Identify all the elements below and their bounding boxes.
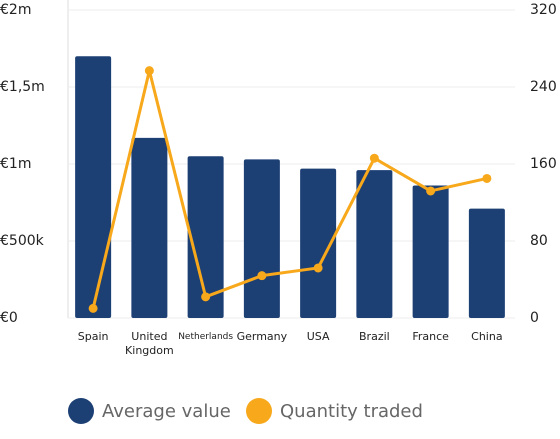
y-tick-label: €2m	[0, 2, 31, 18]
line	[91, 69, 488, 309]
point	[369, 153, 379, 163]
bar	[300, 168, 337, 318]
point	[257, 271, 267, 281]
legend-marker	[246, 398, 272, 424]
point	[313, 263, 323, 273]
legend-item: Quantity traded	[246, 398, 423, 424]
x-tick-label: Netherlands	[178, 332, 234, 342]
y-tick-label: €500k	[0, 233, 45, 249]
point	[426, 186, 436, 196]
x-tick-label: Germany	[236, 330, 288, 343]
point	[88, 303, 98, 313]
bar	[243, 159, 280, 318]
y-tick-label: €0	[0, 310, 18, 326]
x-tick-label: France	[412, 330, 449, 343]
y-tick-label: €1,5m	[0, 79, 45, 95]
x-tick-label: USA	[306, 330, 330, 343]
point	[201, 292, 211, 302]
bar	[187, 156, 224, 318]
point	[482, 173, 492, 183]
bar	[131, 137, 168, 318]
bar	[356, 170, 393, 318]
y2-tick-label: 160	[530, 156, 557, 172]
x-tick-label: Brazil	[359, 330, 390, 343]
legend-item: Average value	[68, 398, 231, 424]
bar	[75, 56, 112, 318]
y2-tick-label: 320	[530, 2, 557, 18]
y2-tick-label: 0	[530, 310, 539, 326]
x-tick-label: United Kingdom	[125, 330, 174, 357]
y2-tick-label: 240	[530, 79, 557, 95]
x-tick-label: Spain	[77, 330, 109, 343]
point	[144, 66, 154, 76]
y2-tick-label: 80	[530, 233, 548, 249]
legend-marker	[68, 398, 94, 424]
legend-label: Average value	[102, 400, 231, 422]
y-tick-label: €1m	[0, 156, 31, 172]
legend-label: Quantity traded	[280, 400, 423, 422]
x-tick-label: China	[471, 330, 503, 343]
bar	[468, 208, 505, 318]
bar	[412, 185, 449, 318]
